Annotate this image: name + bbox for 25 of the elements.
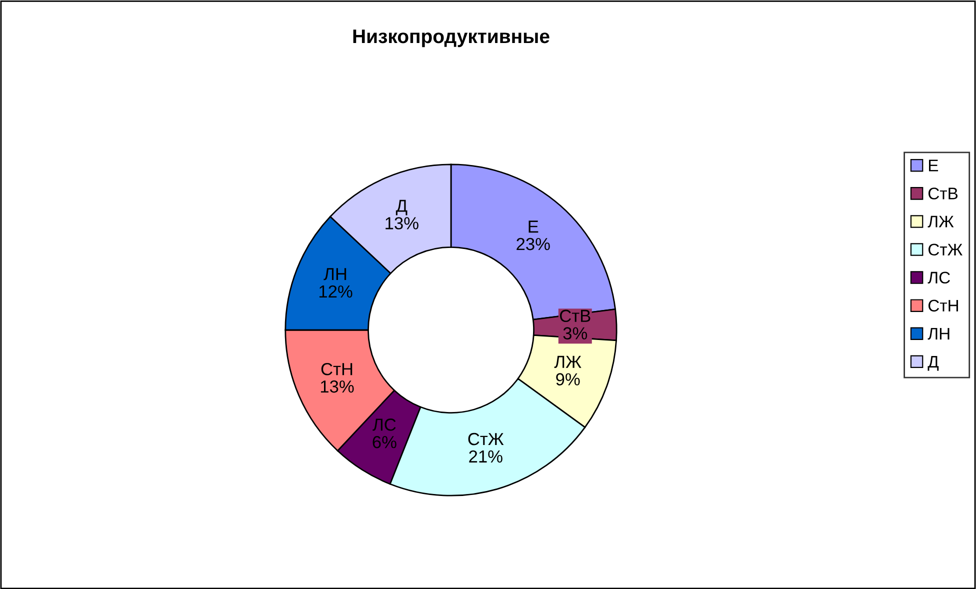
data-label: 12%	[319, 285, 352, 298]
legend-label: ЛН	[928, 328, 950, 340]
legend-label: Д	[928, 356, 939, 371]
chart-title: Низкопродуктивные	[353, 30, 550, 48]
legend-label: ЛС	[928, 272, 950, 284]
slice-label: Д	[396, 200, 408, 216]
data-label: 23%	[516, 238, 550, 250]
slice-label: ЛЖ	[554, 356, 582, 368]
slice-label: ЛС	[372, 418, 396, 431]
legend-label: Е	[929, 160, 938, 172]
slice-label: СтН	[321, 362, 352, 376]
data-label: 13%	[320, 380, 354, 393]
slice-label: СтВ	[560, 310, 590, 322]
slice-label: ЛН	[324, 268, 346, 280]
data-label: 6%	[372, 436, 396, 448]
data-label: 3%	[563, 327, 588, 340]
data-label: 13%	[386, 217, 418, 230]
legend-label: СтЖ	[928, 244, 962, 256]
slice-label: СтЖ	[468, 432, 504, 446]
legend-label: СтВ	[928, 188, 958, 200]
data-label: 9%	[556, 373, 580, 386]
data-label: 21%	[469, 450, 502, 463]
slice-label: Е	[528, 220, 538, 233]
legend-label: ЛЖ	[928, 216, 954, 228]
legend-label: СтН	[928, 300, 958, 312]
